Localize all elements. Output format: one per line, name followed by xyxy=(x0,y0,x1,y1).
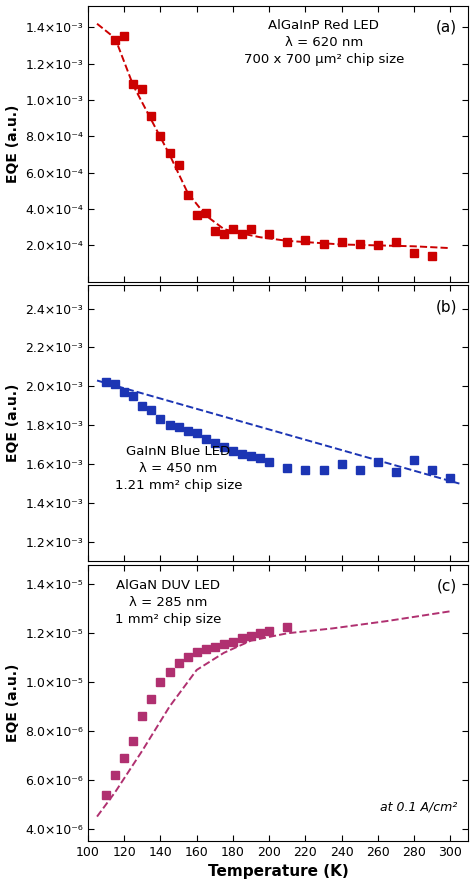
X-axis label: Temperature (K): Temperature (K) xyxy=(208,865,348,880)
Text: at 0.1 A/cm²: at 0.1 A/cm² xyxy=(380,800,457,813)
Y-axis label: EQE (a.u.): EQE (a.u.) xyxy=(6,104,19,183)
Y-axis label: EQE (a.u.): EQE (a.u.) xyxy=(6,664,20,743)
Text: GaInN Blue LED
λ = 450 nm
1.21 mm² chip size: GaInN Blue LED λ = 450 nm 1.21 mm² chip … xyxy=(115,445,242,492)
Text: AlGaN DUV LED
λ = 285 nm
1 mm² chip size: AlGaN DUV LED λ = 285 nm 1 mm² chip size xyxy=(115,579,221,626)
Text: (c): (c) xyxy=(437,579,457,594)
Y-axis label: EQE (a.u.): EQE (a.u.) xyxy=(6,384,20,463)
Text: (b): (b) xyxy=(436,299,457,314)
Text: (a): (a) xyxy=(436,19,457,35)
Text: AlGaInP Red LED
λ = 620 nm
700 x 700 μm² chip size: AlGaInP Red LED λ = 620 nm 700 x 700 μm²… xyxy=(244,19,404,66)
